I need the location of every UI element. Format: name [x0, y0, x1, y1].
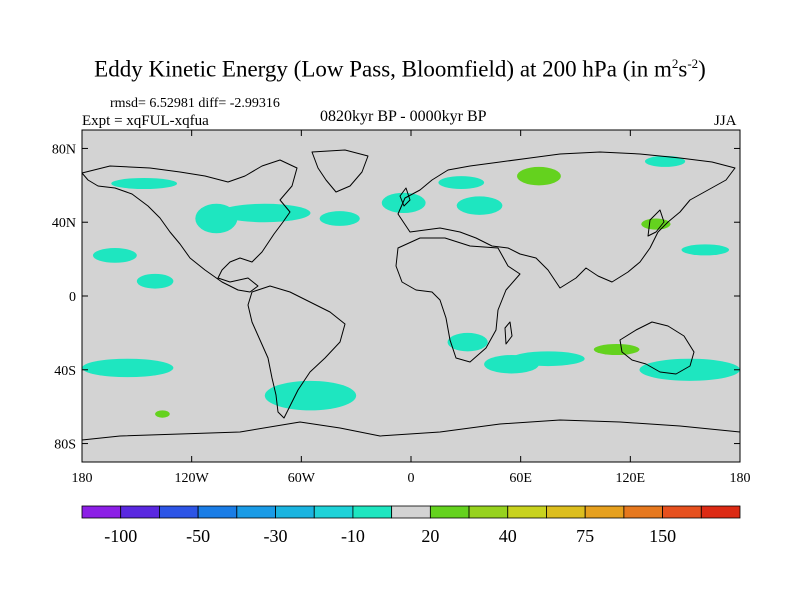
coast-greenland — [311, 149, 369, 193]
coastlines — [81, 149, 741, 441]
coast-north-america — [81, 159, 298, 293]
plot-area: 180 120W 60W 0 60E 120E 180 80N 40N 0 40S 80S — [52, 129, 751, 486]
colorbar-swatch-5 — [275, 505, 315, 519]
x-tick-label: 180 — [730, 471, 751, 486]
anomaly-region-13 — [447, 332, 488, 352]
coast-south-america — [247, 285, 346, 419]
colorbar-swatch-14 — [623, 505, 663, 519]
anomaly-region-18 — [82, 358, 174, 378]
experiment-label: Expt = xqFUL-xqfua — [82, 113, 209, 129]
anomaly-region-6 — [438, 176, 485, 190]
x-tick-label: 120E — [616, 471, 646, 486]
colorbar-label: 20 — [421, 526, 439, 546]
anomaly-region-4 — [381, 192, 426, 214]
anomaly-region-3 — [319, 211, 360, 226]
colorbar-swatch-8 — [391, 505, 431, 519]
anomaly-region-0 — [111, 177, 178, 190]
chart-title: Eddy Kinetic Energy (Low Pass, Bloomfiel… — [94, 56, 706, 82]
colorbar-label: -30 — [264, 526, 288, 546]
y-tick-label: 40N — [52, 216, 76, 231]
coast-uk — [399, 187, 411, 207]
y-tick-label: 0 — [69, 290, 76, 305]
season-label: JJA — [714, 113, 737, 129]
colorbar-swatch-9 — [429, 505, 470, 519]
anomaly-region-10 — [681, 244, 730, 256]
coast-madagascar — [504, 321, 513, 345]
colorbar-label: -50 — [186, 526, 210, 546]
coast-antarctica — [81, 419, 741, 441]
colorbar-swatch-15 — [662, 505, 702, 519]
stats-label: rmsd= 6.52981 diff= -2.99316 — [110, 96, 280, 111]
anomaly-region-7 — [517, 166, 561, 186]
anomaly-region-16 — [593, 343, 640, 356]
colorbar-swatch-4 — [236, 505, 276, 519]
y-axis: 80N 40N 0 40S 80S — [52, 142, 740, 453]
colorbar-label: -100 — [104, 526, 137, 546]
colorbar-swatch-13 — [584, 505, 625, 519]
colorbar-label: -10 — [341, 526, 365, 546]
colorbar-label: 150 — [649, 526, 676, 546]
x-tick-label: 60E — [509, 471, 532, 486]
anomaly-region-8 — [644, 155, 686, 167]
anomaly-region-17 — [639, 358, 740, 381]
y-tick-label: 80S — [54, 438, 76, 453]
x-tick-label: 0 — [408, 471, 415, 486]
anomaly-region-5 — [456, 196, 503, 215]
colorbar-swatch-3 — [197, 505, 238, 519]
colorbar-swatch-12 — [546, 505, 586, 519]
colorbar: -100 -50 -30 -10 20 40 75 150 — [81, 505, 741, 546]
x-tick-label: 60W — [288, 471, 316, 486]
coast-africa — [395, 237, 521, 363]
colorbar-label: 75 — [576, 526, 594, 546]
colorbar-swatch-0 — [81, 505, 122, 519]
colorbar-swatch-11 — [507, 505, 547, 519]
anomaly-region-20 — [155, 410, 170, 418]
colorbar-swatch-2 — [159, 505, 199, 519]
x-tick-label: 180 — [72, 471, 93, 486]
anomaly-region-11 — [92, 248, 137, 263]
anomaly-region-12 — [136, 273, 174, 289]
period-label: 0820kyr BP - 0000kyr BP — [320, 108, 487, 125]
colorbar-swatch-6 — [313, 505, 354, 519]
map-frame — [81, 129, 741, 463]
x-axis: 180 120W 60W 0 60E 120E 180 — [72, 130, 751, 486]
y-tick-label: 40S — [54, 364, 76, 379]
colorbar-swatch-7 — [352, 505, 393, 519]
coast-australia — [619, 321, 695, 375]
colorbar-label: 40 — [499, 526, 517, 546]
anomaly-layer — [82, 155, 740, 418]
colorbar-swatch-10 — [468, 505, 509, 519]
coast-japan — [647, 209, 665, 237]
y-tick-label: 80N — [52, 142, 76, 157]
map-background — [82, 130, 740, 462]
anomaly-region-2 — [219, 203, 311, 223]
x-tick-label: 120W — [175, 471, 210, 486]
colorbar-swatch-16 — [700, 505, 741, 519]
anomaly-region-15 — [511, 351, 585, 367]
colorbar-swatch-1 — [120, 505, 160, 519]
anomaly-region-19 — [264, 380, 357, 411]
coast-eurasia — [397, 151, 736, 289]
